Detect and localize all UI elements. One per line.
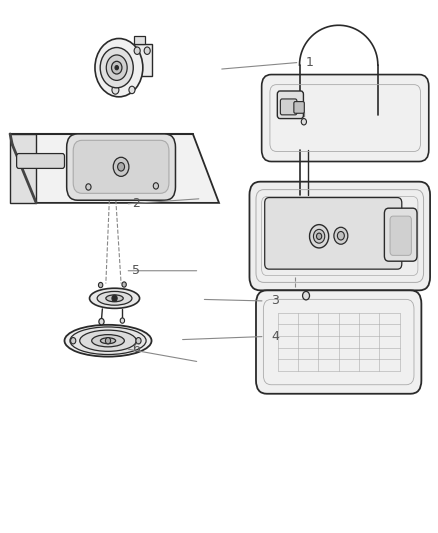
Circle shape: [136, 337, 141, 344]
FancyBboxPatch shape: [256, 290, 421, 394]
Polygon shape: [10, 134, 219, 203]
Ellipse shape: [97, 292, 132, 305]
Circle shape: [337, 231, 344, 240]
Circle shape: [99, 282, 103, 288]
Circle shape: [317, 233, 322, 239]
Ellipse shape: [80, 330, 136, 351]
FancyBboxPatch shape: [277, 91, 304, 118]
Circle shape: [310, 224, 328, 248]
FancyBboxPatch shape: [261, 75, 429, 161]
FancyBboxPatch shape: [17, 154, 64, 168]
Ellipse shape: [70, 327, 146, 354]
Polygon shape: [130, 44, 152, 76]
Circle shape: [303, 292, 310, 300]
Circle shape: [99, 318, 104, 325]
Circle shape: [153, 183, 159, 189]
Circle shape: [120, 318, 124, 323]
Text: 1: 1: [306, 56, 314, 69]
Circle shape: [112, 295, 117, 302]
Text: 4: 4: [271, 330, 279, 343]
Polygon shape: [10, 134, 36, 203]
Circle shape: [134, 47, 140, 54]
Text: 5: 5: [132, 264, 140, 277]
Circle shape: [113, 157, 129, 176]
Circle shape: [112, 86, 119, 94]
Ellipse shape: [100, 338, 116, 344]
FancyBboxPatch shape: [390, 216, 411, 255]
Ellipse shape: [89, 288, 140, 309]
FancyBboxPatch shape: [250, 182, 430, 290]
FancyBboxPatch shape: [294, 102, 304, 114]
FancyBboxPatch shape: [67, 134, 176, 200]
FancyBboxPatch shape: [265, 198, 402, 269]
Circle shape: [106, 55, 127, 80]
Circle shape: [100, 47, 133, 88]
Text: 2: 2: [132, 197, 140, 211]
Circle shape: [314, 229, 325, 243]
Circle shape: [129, 86, 135, 94]
Circle shape: [122, 282, 126, 287]
Text: 6: 6: [132, 342, 140, 355]
Circle shape: [86, 184, 91, 190]
Text: 3: 3: [271, 294, 279, 308]
Circle shape: [106, 337, 111, 344]
Circle shape: [71, 337, 76, 344]
Circle shape: [115, 66, 118, 70]
Circle shape: [301, 118, 307, 125]
Circle shape: [334, 227, 348, 244]
Circle shape: [117, 163, 124, 171]
Ellipse shape: [64, 325, 152, 357]
Circle shape: [112, 61, 122, 74]
Circle shape: [144, 47, 150, 54]
FancyBboxPatch shape: [280, 99, 297, 115]
Polygon shape: [134, 36, 145, 44]
Ellipse shape: [92, 335, 124, 347]
Circle shape: [95, 38, 143, 97]
FancyBboxPatch shape: [73, 140, 169, 193]
Ellipse shape: [106, 295, 123, 302]
FancyBboxPatch shape: [385, 208, 417, 261]
